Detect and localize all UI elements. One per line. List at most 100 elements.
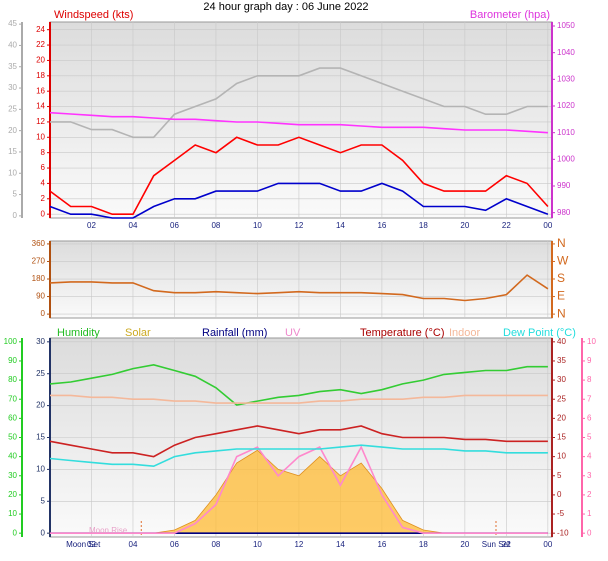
y-tick-label: 15 bbox=[557, 433, 566, 442]
y-tick-label: 6 bbox=[587, 413, 592, 422]
x-tick-label: 10 bbox=[253, 540, 262, 549]
series-line bbox=[50, 67, 548, 139]
y-tick-label: 8 bbox=[41, 148, 46, 157]
annotation: Moon Set bbox=[66, 540, 101, 549]
y-tick-label: 25 bbox=[8, 104, 17, 113]
y-tick-label: 20 bbox=[557, 413, 566, 422]
x-tick-label: 22 bbox=[502, 540, 511, 549]
series-line bbox=[49, 136, 549, 215]
series-line bbox=[50, 394, 548, 404]
series-line bbox=[49, 111, 548, 134]
y-tick-label: 30 bbox=[557, 375, 566, 384]
y-tick-label: 10 bbox=[8, 168, 17, 177]
y-tick-label: S bbox=[557, 271, 565, 285]
legend-entry: Rainfall (mm) bbox=[202, 327, 267, 339]
legend-entry: Barometer (hpa) bbox=[470, 9, 550, 21]
x-tick-label: 16 bbox=[377, 221, 386, 230]
series-line bbox=[50, 445, 548, 534]
y-tick-label: 5 bbox=[587, 433, 592, 442]
series-line bbox=[49, 425, 548, 458]
y-tick-label: 9 bbox=[587, 356, 592, 365]
y-tick-label: 0 bbox=[13, 211, 18, 220]
x-tick-label: 00 bbox=[543, 221, 552, 230]
annotation: Moon Rise bbox=[89, 526, 128, 535]
x-tick-label: 02 bbox=[87, 221, 96, 230]
y-tick-label: 1050 bbox=[557, 21, 575, 30]
series-line bbox=[49, 182, 549, 219]
legend-entry: Humidity bbox=[57, 327, 100, 339]
y-tick-label: 15 bbox=[36, 433, 45, 442]
y-tick-label: 0 bbox=[41, 528, 46, 537]
y-tick-label: 10 bbox=[8, 509, 17, 518]
x-tick-label: 14 bbox=[336, 540, 345, 549]
plot-area bbox=[49, 240, 553, 319]
y-tick-label: 100 bbox=[4, 337, 18, 346]
y-tick-label: 8 bbox=[587, 375, 592, 384]
y-tick-label: 5 bbox=[557, 471, 562, 480]
x-tick-label: 08 bbox=[211, 221, 220, 230]
y-tick-label: 40 bbox=[557, 337, 566, 346]
annotation: Sun Set bbox=[482, 540, 511, 549]
y-tick-label: 0 bbox=[587, 528, 592, 537]
y-tick-label: 18 bbox=[36, 71, 45, 80]
y-tick-label: E bbox=[557, 289, 565, 303]
y-tick-label: 5 bbox=[41, 496, 46, 505]
x-tick-label: 16 bbox=[377, 540, 386, 549]
x-tick-label: 22 bbox=[502, 221, 511, 230]
y-tick-label: 0 bbox=[557, 490, 562, 499]
y-tick-label: 30 bbox=[36, 337, 45, 346]
y-tick-label: 3 bbox=[587, 471, 592, 480]
x-tick-label: 12 bbox=[294, 221, 303, 230]
y-tick-label: 40 bbox=[8, 452, 17, 461]
y-tick-label: 1000 bbox=[557, 154, 575, 163]
y-tick-label: 0 bbox=[13, 528, 18, 537]
y-tick-label: 40 bbox=[8, 41, 17, 50]
series-line bbox=[49, 363, 548, 406]
y-tick-label: 1010 bbox=[557, 128, 575, 137]
legend-entry: UV bbox=[285, 327, 301, 339]
y-tick-label: 25 bbox=[36, 369, 45, 378]
y-tick-label: 10 bbox=[36, 465, 45, 474]
y-tick-label: 0 bbox=[41, 309, 46, 318]
y-tick-label: 7 bbox=[587, 394, 592, 403]
x-tick-label: 02 bbox=[87, 540, 96, 549]
y-tick-label: 35 bbox=[8, 62, 17, 71]
y-tick-label: 24 bbox=[36, 25, 45, 34]
y-tick-label: 90 bbox=[36, 292, 45, 301]
y-tick-label: 20 bbox=[8, 490, 17, 499]
y-tick-label: 20 bbox=[36, 401, 45, 410]
y-tick-label: 45 bbox=[8, 19, 17, 28]
y-tick-label: 50 bbox=[8, 433, 17, 442]
plot-area bbox=[49, 21, 553, 219]
x-tick-label: 06 bbox=[170, 221, 179, 230]
y-tick-label: 1040 bbox=[557, 48, 575, 57]
y-tick-label: 60 bbox=[8, 413, 17, 422]
y-tick-label: 1030 bbox=[557, 74, 575, 83]
y-tick-label: 4 bbox=[587, 452, 592, 461]
y-tick-label: 2 bbox=[587, 490, 592, 499]
y-tick-label: 5 bbox=[13, 190, 18, 199]
x-tick-label: 04 bbox=[129, 221, 138, 230]
y-tick-label: -10 bbox=[557, 528, 569, 537]
series-line bbox=[49, 444, 548, 468]
y-tick-label: 25 bbox=[557, 394, 566, 403]
chart-title: 24 hour graph day : 06 June 2022 bbox=[203, 1, 368, 13]
legend-entry: Temperature (°C) bbox=[360, 327, 444, 339]
y-tick-label: 15 bbox=[8, 147, 17, 156]
x-tick-label: 04 bbox=[129, 540, 138, 549]
y-tick-label: 270 bbox=[32, 257, 46, 266]
y-tick-label: 980 bbox=[557, 208, 571, 217]
y-tick-label: -5 bbox=[557, 509, 565, 518]
y-tick-label: 10 bbox=[36, 132, 45, 141]
x-tick-label: 18 bbox=[419, 540, 428, 549]
series-line bbox=[49, 274, 549, 302]
y-tick-label: 2 bbox=[41, 194, 46, 203]
y-tick-label: 80 bbox=[8, 375, 17, 384]
y-tick-label: 10 bbox=[557, 452, 566, 461]
legend-entry: Windspeed (kts) bbox=[54, 9, 133, 21]
x-tick-label: 10 bbox=[253, 221, 262, 230]
legend-entry: Dew Point (°C) bbox=[503, 327, 576, 339]
legend-entry: Solar bbox=[125, 327, 151, 339]
x-tick-label: 20 bbox=[460, 540, 469, 549]
x-tick-label: 00 bbox=[543, 540, 552, 549]
